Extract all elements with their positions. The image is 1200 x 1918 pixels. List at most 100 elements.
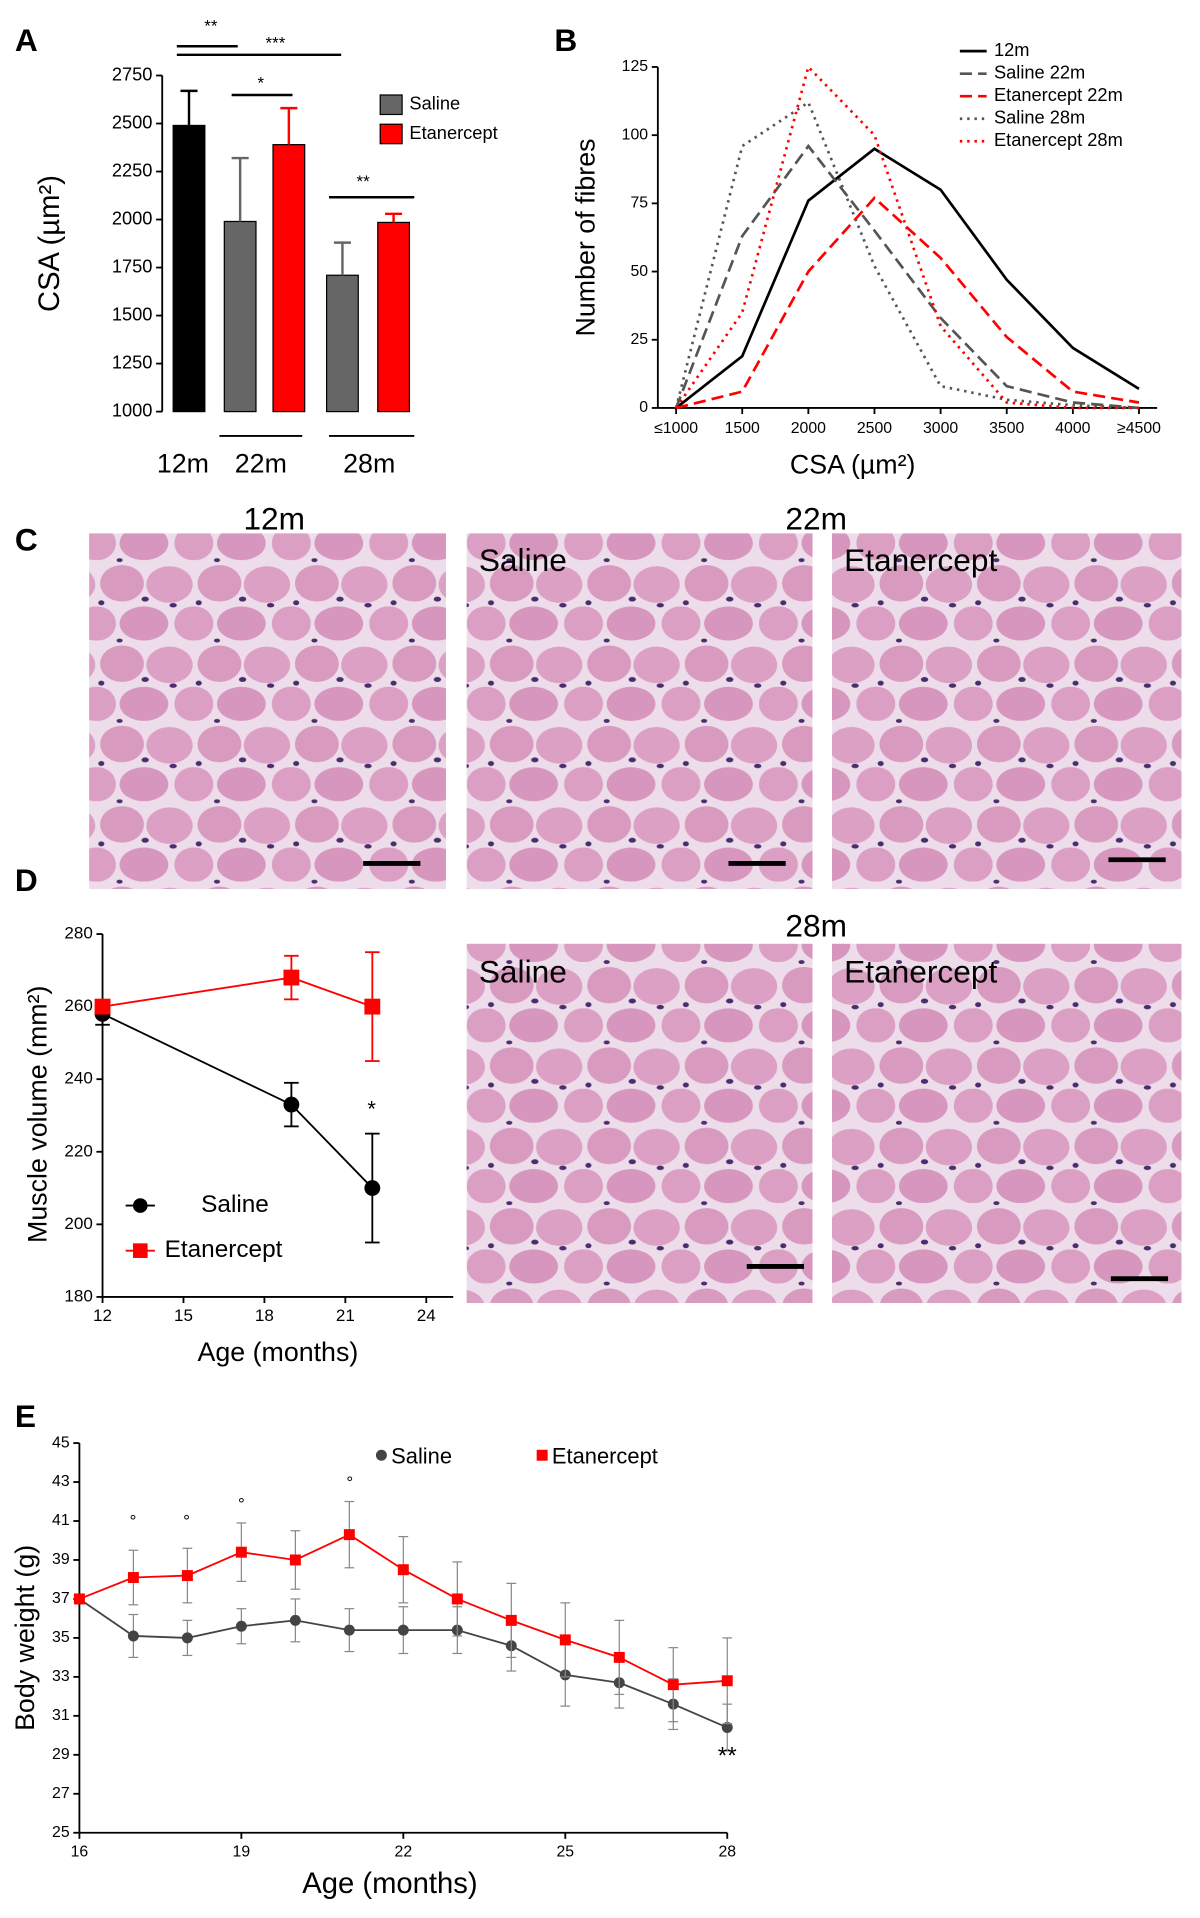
histology-label: Etanercept [844,954,997,990]
histology-image [466,533,813,889]
legend-label: Saline [391,1443,452,1468]
x-tick-label: 1500 [725,420,760,437]
marker [181,1632,193,1644]
legend-marker [536,1449,548,1461]
histology-image [89,533,446,889]
x-tick-label: 28 [718,1843,736,1860]
significance-label: ** [718,1743,737,1770]
significance-label: ° [130,1512,137,1531]
legend-label: Etanercept [552,1443,658,1468]
y-axis-label: CSA (µm²) [34,175,66,312]
y-tick-label: 35 [52,1629,70,1646]
series-line [102,976,373,1008]
legend-label: Etanercept [409,122,497,143]
y-tick-label: 220 [64,1141,92,1160]
histology [89,533,1182,1304]
marker [721,1722,733,1734]
histology-label: Saline [479,542,567,578]
y-axis-label: Number of fibres [570,138,600,336]
x-tick-label: 19 [233,1843,251,1860]
significance-label: ** [357,172,371,191]
scale-bars [363,857,1169,1282]
histology-image [466,943,813,1304]
y-tick-label: 1750 [112,255,153,276]
legend-label: Saline [201,1191,269,1218]
y-tick-label: 37 [52,1590,70,1607]
significance-label: * [258,74,265,93]
marker [181,1570,193,1582]
y-tick-label: 45 [52,1434,70,1451]
significance-label: ** [204,16,218,35]
marker [235,1620,247,1632]
x-tick-label: 22m [235,448,287,478]
histology-label: Etanercept [844,542,997,578]
y-tick-label: 2500 [112,111,153,132]
histology-image [831,533,1182,889]
y-tick-label: 240 [64,1069,92,1088]
legend-label: Etanercept 22m [994,84,1123,105]
marker [73,1593,85,1605]
marker [559,1634,571,1646]
y-tick-label: 1000 [112,399,153,420]
legend-label: Saline 28m [994,107,1085,128]
significance-label: ° [238,1495,245,1514]
y-tick-label: 200 [64,1214,92,1233]
marker [397,1564,409,1576]
marker [613,1651,625,1663]
legend-swatch [379,94,403,116]
marker [364,1180,381,1196]
marker [721,1675,733,1687]
bar [377,221,411,413]
y-tick-label: 2750 [112,63,153,84]
y-axis-label: Muscle volume (mm²) [22,986,52,1243]
y-tick-label: 1250 [112,351,153,372]
legend-swatch [379,123,403,145]
y-tick-label: 100 [622,126,649,143]
marker [364,998,381,1015]
x-tick-label: 12m [157,448,209,478]
significance-label: *** [266,33,286,52]
marker [397,1624,409,1636]
y-tick-label: 39 [52,1551,70,1568]
y-tick-label: 50 [630,263,648,280]
y-tick-label: 41 [52,1512,70,1529]
marker [505,1614,517,1626]
y-tick-label: 0 [639,399,648,416]
panel-label: E [15,1398,36,1434]
x-axis-label: Age (months) [198,1337,359,1367]
x-tick-label: 4000 [1055,420,1090,437]
x-tick-label: ≥4500 [1117,420,1161,437]
panel-label: C [15,521,38,557]
marker [235,1546,247,1558]
marker [127,1572,139,1583]
x-tick-label: 24 [417,1306,436,1325]
histology-title: 12m [243,501,305,537]
y-tick-label: 27 [52,1785,70,1802]
marker [289,1554,301,1566]
x-tick-label: 3000 [923,420,958,437]
marker [94,998,111,1015]
series-line [674,143,1140,410]
y-tick-label: 25 [630,331,648,348]
y-tick-label: 33 [52,1668,70,1685]
significance-label: * [367,1096,376,1121]
bar [172,124,206,413]
histology-title: 28m [785,907,847,943]
legend-label: Saline [409,93,460,114]
series-line [102,1013,373,1189]
y-tick-label: 280 [64,924,92,943]
bar [326,274,359,413]
legend-label: Saline 22m [994,62,1085,83]
x-axis-label: CSA (µm²) [790,449,916,479]
panel-label: A [15,22,38,58]
histology-title: 22m [785,501,847,537]
significance-label: ° [183,1512,190,1531]
legend-label: Etanercept [165,1236,283,1263]
series-line [675,147,1140,410]
marker [451,1593,463,1605]
legend-marker [375,1449,387,1461]
histology-label: Saline [479,954,567,990]
y-tick-label: 260 [64,996,92,1015]
y-tick-label: 125 [622,58,649,75]
